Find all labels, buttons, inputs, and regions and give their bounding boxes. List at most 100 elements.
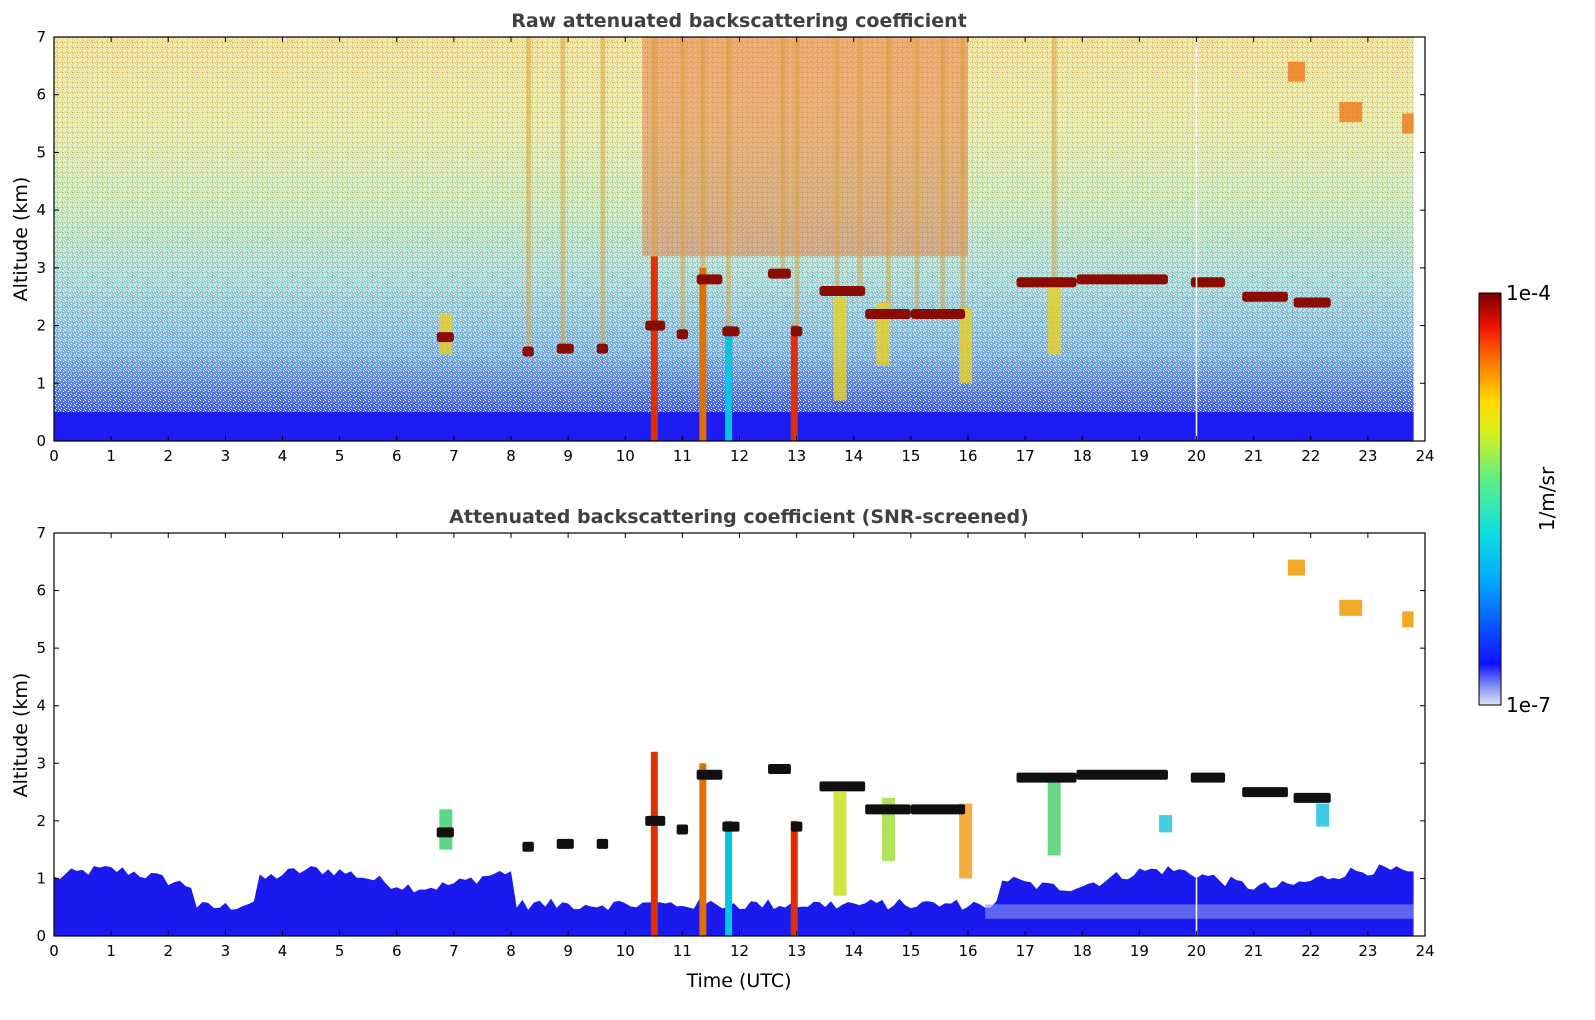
virga (959, 308, 973, 384)
x-tick-label: 22 (1301, 942, 1320, 960)
plot-area (54, 533, 1425, 936)
high-cloud (1339, 599, 1363, 616)
boundary-layer-light (985, 904, 1414, 919)
x-tick-label: 12 (730, 942, 749, 960)
x-tick-label: 15 (901, 447, 920, 465)
colorbar-gradient (1478, 292, 1502, 706)
x-tick-label: 2 (163, 447, 173, 465)
cloud-layer (1076, 769, 1168, 780)
chart-title: Attenuated backscattering coefficient (S… (449, 506, 1029, 528)
x-tick-label: 8 (506, 942, 516, 960)
x-tick-label: 11 (673, 942, 692, 960)
cloud-layer (522, 841, 534, 852)
chart-title: Raw attenuated backscattering coefficien… (511, 10, 967, 32)
cloud-layer (1016, 277, 1077, 288)
x-tick-label: 3 (221, 447, 231, 465)
cloud-layer (722, 326, 740, 337)
x-tick-label: 17 (1016, 447, 1035, 465)
x-tick-label: 5 (335, 942, 345, 960)
x-tick-label: 6 (392, 942, 402, 960)
x-tick-label: 1 (106, 942, 116, 960)
cloud-layer (1293, 792, 1331, 803)
cloud-layer (1016, 772, 1077, 783)
y-tick-label: 3 (36, 754, 46, 772)
x-axis-label: Time (UTC) (685, 970, 791, 992)
x-tick-label: 7 (449, 942, 459, 960)
x-axis: 0 1 2 3 4 5 6 7 8 9 10 11 12 13 14 15 16 17 18 19 20 21 22 23 24 (49, 533, 1435, 960)
x-tick-label: 24 (1415, 447, 1434, 465)
cloud-layer (1242, 291, 1288, 302)
x-tick-label: 3 (221, 942, 231, 960)
y-axis: 0 1 2 3 4 5 6 7 (36, 28, 1425, 450)
x-tick-label: 6 (392, 447, 402, 465)
y-tick-label: 5 (36, 639, 46, 657)
high-cloud (1339, 102, 1363, 123)
virga (1316, 803, 1330, 827)
x-tick-label: 23 (1358, 447, 1377, 465)
virga (1047, 780, 1061, 856)
precipitation-shaft (725, 325, 733, 441)
y-axis-label: Altitude (km) (10, 177, 32, 302)
cloud-layer (676, 329, 689, 340)
y-tick-label: 1 (36, 869, 46, 887)
x-tick-label: 20 (1187, 942, 1206, 960)
panel-snr-screened: Attenuated backscattering coefficient (S… (10, 506, 1435, 992)
y-tick-label: 7 (36, 28, 46, 46)
precipitation-shaft (650, 256, 658, 441)
x-tick-label: 0 (49, 447, 59, 465)
x-tick-label: 4 (278, 942, 288, 960)
cloud-layer (790, 821, 803, 832)
x-axis: 0 1 2 3 4 5 6 7 8 9 10 11 12 13 14 15 16 17 18 19 20 21 22 23 24 (49, 37, 1435, 465)
x-tick-label: 18 (1073, 942, 1092, 960)
x-tick-label: 10 (616, 942, 635, 960)
noise-streak (834, 37, 840, 291)
noise-streak (680, 37, 686, 338)
x-tick-label: 0 (49, 942, 59, 960)
x-tick-label: 19 (1130, 447, 1149, 465)
x-tick-label: 16 (958, 942, 977, 960)
y-tick-label: 6 (36, 86, 46, 104)
x-tick-label: 9 (563, 447, 573, 465)
x-tick-label: 14 (844, 942, 863, 960)
noise-streak (651, 37, 657, 326)
colorbar-max-label: 1e-4 (1506, 281, 1551, 305)
cloud-layer (436, 332, 454, 343)
cloud-layer (696, 274, 723, 285)
noise-streak (960, 37, 966, 315)
cloud-layer (676, 824, 689, 835)
x-tick-label: 11 (673, 447, 692, 465)
x-tick-label: 2 (163, 942, 173, 960)
cloud-layer (910, 804, 966, 815)
x-tick-label: 14 (844, 447, 863, 465)
cloud-layer (819, 781, 866, 792)
cloud-layer (768, 268, 791, 279)
cloud-layer (645, 815, 666, 826)
cloud-layer (645, 320, 666, 331)
y-tick-label: 0 (36, 432, 46, 450)
x-tick-label: 4 (278, 447, 288, 465)
plot-background (54, 533, 1425, 936)
x-tick-label: 8 (506, 447, 516, 465)
x-tick-label: 19 (1130, 942, 1149, 960)
y-axis-label: Altitude (km) (10, 673, 32, 798)
noise-streak (526, 37, 532, 355)
noise-streak (726, 37, 732, 332)
x-tick-label: 16 (958, 447, 977, 465)
cloud-layer (768, 764, 791, 775)
x-tick-label: 1 (106, 447, 116, 465)
cloud-layer (1242, 787, 1288, 798)
virga (959, 803, 973, 879)
cloud-layer (1293, 297, 1331, 308)
y-tick-label: 4 (36, 697, 46, 715)
x-tick-label: 18 (1073, 447, 1092, 465)
x-tick-label: 23 (1358, 942, 1377, 960)
y-tick-label: 5 (36, 143, 46, 161)
cloud-layer (865, 309, 911, 320)
cloud-layer (556, 838, 574, 849)
x-tick-label: 13 (787, 447, 806, 465)
noise-streak (560, 37, 566, 349)
precipitation-shaft (725, 820, 733, 936)
x-tick-label: 22 (1301, 447, 1320, 465)
x-tick-label: 9 (563, 942, 573, 960)
